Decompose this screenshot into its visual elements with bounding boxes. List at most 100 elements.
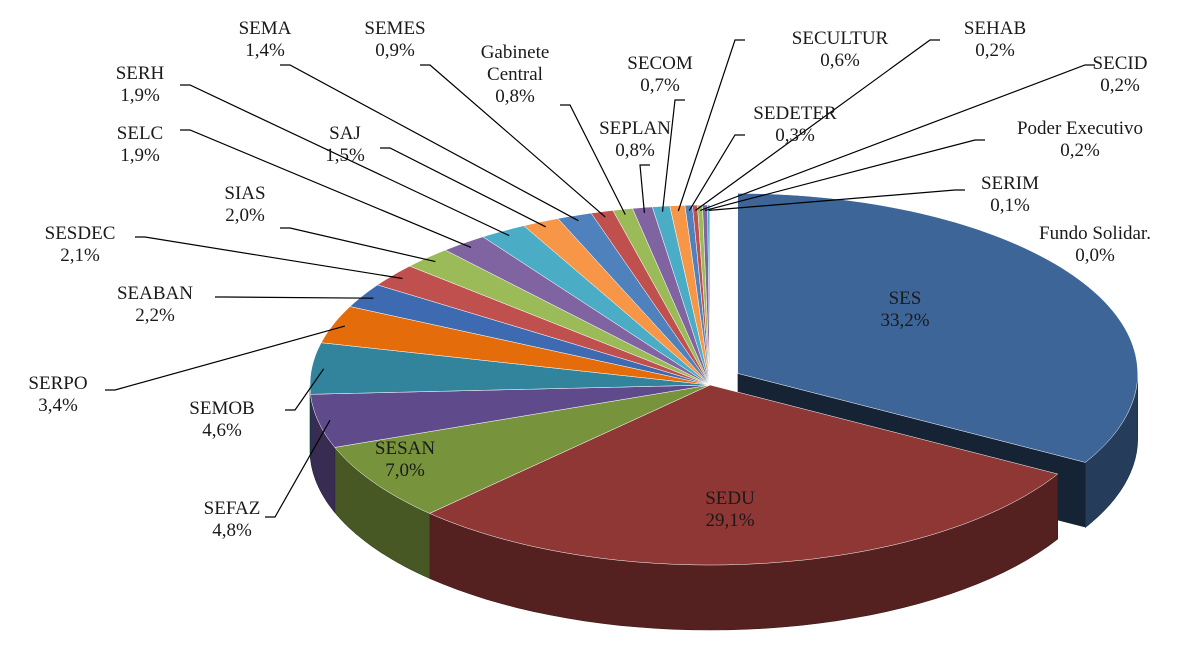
category-name: SEDU bbox=[705, 488, 755, 509]
data-label: SEFAZ 4,8% bbox=[204, 498, 261, 542]
data-label: SELC 1,9% bbox=[117, 123, 163, 167]
category-name: SECID bbox=[1092, 53, 1148, 74]
data-label: SAJ 1,5% bbox=[325, 123, 365, 167]
data-label: SEMOB 4,6% bbox=[189, 398, 254, 442]
category-name: SEMA bbox=[238, 18, 292, 39]
value-label: 0,6% bbox=[820, 50, 860, 71]
leader-line bbox=[699, 64, 1095, 212]
value-label: 1,5% bbox=[325, 145, 365, 166]
leader-line bbox=[420, 64, 606, 218]
value-label: 4,6% bbox=[202, 420, 242, 441]
data-label: SEDETER 0,3% bbox=[753, 103, 836, 147]
leader-lines bbox=[105, 39, 1095, 518]
value-label: 29,1% bbox=[705, 510, 755, 531]
value-label: 2,1% bbox=[60, 245, 100, 266]
value-label: 0,2% bbox=[1100, 75, 1140, 96]
category-name: SEDETER bbox=[753, 103, 837, 124]
value-label: 0,7% bbox=[640, 75, 680, 96]
leader-line bbox=[265, 419, 331, 518]
value-label: 7,0% bbox=[385, 460, 425, 481]
data-label: SESAN 7,0% bbox=[375, 438, 435, 482]
value-label: 0,3% bbox=[775, 125, 815, 146]
data-label: SERIM 0,1% bbox=[981, 173, 1039, 217]
value-label: 0,1% bbox=[990, 195, 1030, 216]
value-label: 0,2% bbox=[975, 40, 1015, 61]
data-label: SECID 0,2% bbox=[1093, 53, 1148, 97]
category-name: SEABAN bbox=[116, 283, 194, 304]
data-label: SEDU 29,1% bbox=[705, 488, 755, 532]
leader-line bbox=[677, 39, 745, 212]
data-label: SERPO 3,4% bbox=[28, 373, 87, 417]
slice bbox=[334, 384, 711, 514]
data-label: SEABAN 2,2% bbox=[117, 283, 193, 327]
category-name: SERIM bbox=[980, 173, 1040, 194]
data-label: SEMES 0,9% bbox=[364, 18, 425, 62]
value-label: 2,0% bbox=[225, 205, 265, 226]
category-name: SELC bbox=[116, 123, 164, 144]
category-name: SESDEC bbox=[44, 223, 116, 244]
value-label: 1,9% bbox=[120, 145, 160, 166]
slice bbox=[737, 193, 1138, 463]
category-name: Gabinete Central bbox=[480, 42, 550, 85]
leader-line bbox=[380, 147, 546, 228]
slice bbox=[428, 384, 1059, 566]
value-label: 0,8% bbox=[615, 140, 655, 161]
category-name: SERPO bbox=[28, 373, 88, 394]
leader-line bbox=[180, 129, 472, 248]
slice bbox=[376, 265, 711, 386]
data-label: SECULTUR 0,6% bbox=[792, 28, 888, 72]
data-label: SEPLAN 0,8% bbox=[599, 118, 671, 162]
leader-line bbox=[661, 99, 685, 212]
value-label: 4,8% bbox=[212, 520, 252, 541]
leader-line bbox=[708, 189, 965, 211]
category-name: SEFAZ bbox=[203, 498, 261, 519]
value-label: 0,8% bbox=[495, 86, 535, 107]
leader-line bbox=[280, 227, 436, 263]
leader-line bbox=[695, 39, 940, 211]
slice bbox=[349, 284, 711, 386]
data-label: Fundo Solidar. 0,0% bbox=[1039, 223, 1151, 267]
category-name: SEPLAN bbox=[599, 118, 671, 139]
slice bbox=[409, 249, 711, 386]
value-label: 0,2% bbox=[1060, 140, 1100, 161]
slice bbox=[482, 225, 711, 386]
slice bbox=[310, 384, 711, 448]
data-label: Gabinete Central 0,8% bbox=[470, 42, 560, 108]
pie-tops bbox=[309, 193, 1138, 566]
data-label: Poder Executivo 0,2% bbox=[1017, 118, 1143, 162]
leader-line bbox=[215, 296, 374, 299]
data-label: SIAS 2,0% bbox=[224, 183, 265, 227]
category-name: SERH bbox=[115, 63, 165, 84]
value-label: 1,4% bbox=[245, 40, 285, 61]
value-label: 0,9% bbox=[375, 40, 415, 61]
category-name: SEHAB bbox=[963, 18, 1027, 39]
leader-line bbox=[688, 134, 745, 211]
value-label: 2,2% bbox=[135, 305, 175, 326]
data-label: SEMA 1,4% bbox=[239, 18, 292, 62]
category-name: Fundo Solidar. bbox=[1039, 223, 1151, 244]
slice bbox=[320, 306, 711, 386]
category-name: SECOM bbox=[627, 53, 693, 74]
category-name: SEMOB bbox=[189, 398, 255, 419]
category-name: SAJ bbox=[329, 123, 361, 144]
leader-line bbox=[135, 236, 403, 280]
leader-line bbox=[285, 368, 325, 411]
data-label: SES 33,2% bbox=[880, 288, 929, 332]
leader-line bbox=[180, 84, 510, 237]
category-name: SESAN bbox=[374, 438, 436, 459]
data-label: SECOM 0,7% bbox=[627, 53, 692, 97]
category-name: SES bbox=[888, 288, 922, 309]
value-label: 33,2% bbox=[880, 310, 930, 331]
data-label: SEHAB 0,2% bbox=[964, 18, 1026, 62]
leader-line bbox=[639, 164, 650, 213]
leader-line bbox=[280, 64, 579, 222]
value-label: 3,4% bbox=[38, 395, 78, 416]
leader-line bbox=[560, 104, 626, 215]
data-label: SERH 1,9% bbox=[116, 63, 165, 107]
leader-line bbox=[105, 325, 345, 391]
leader-line bbox=[704, 139, 985, 211]
data-label: SESDEC 2,1% bbox=[45, 223, 116, 267]
category-name: SEMES bbox=[364, 18, 426, 39]
